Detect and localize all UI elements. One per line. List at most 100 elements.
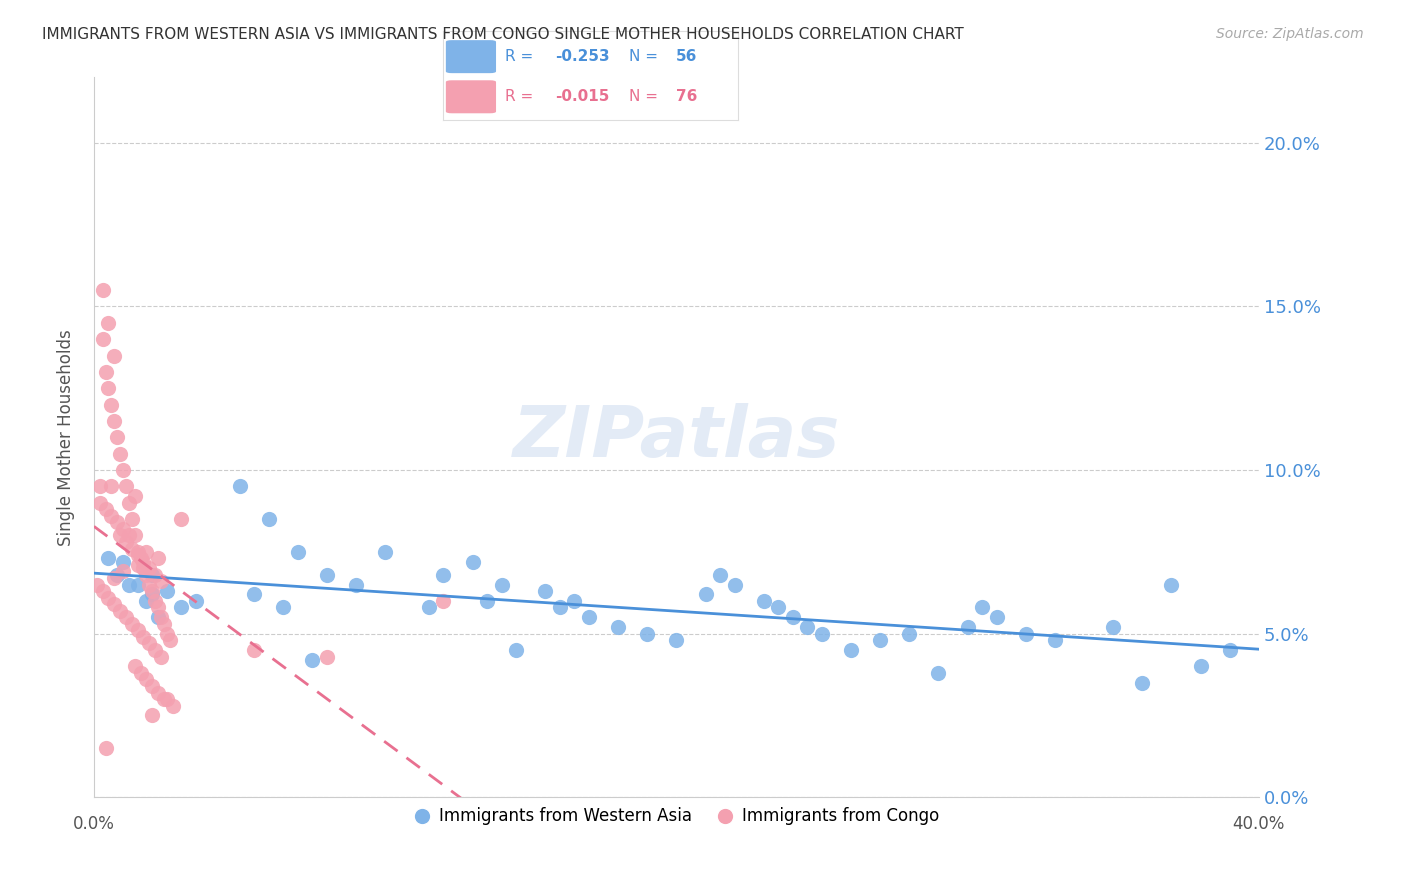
Point bbox=[118, 577, 141, 591]
Point bbox=[418, 600, 440, 615]
Point bbox=[1043, 633, 1066, 648]
Point bbox=[1160, 577, 1182, 591]
Text: N =: N = bbox=[628, 49, 662, 64]
Point bbox=[121, 616, 143, 631]
Point bbox=[103, 349, 125, 363]
Point bbox=[89, 479, 111, 493]
Point bbox=[156, 692, 179, 706]
Point bbox=[149, 574, 172, 589]
Point bbox=[127, 624, 149, 638]
Point bbox=[796, 620, 818, 634]
Point bbox=[1189, 659, 1212, 673]
Text: Source: ZipAtlas.com: Source: ZipAtlas.com bbox=[1216, 27, 1364, 41]
Point bbox=[89, 496, 111, 510]
Legend: Immigrants from Western Asia, Immigrants from Congo: Immigrants from Western Asia, Immigrants… bbox=[408, 801, 946, 832]
Point bbox=[898, 626, 921, 640]
Point bbox=[956, 620, 979, 634]
Point bbox=[1015, 626, 1038, 640]
Point bbox=[505, 643, 527, 657]
Point bbox=[149, 649, 172, 664]
Point bbox=[103, 414, 125, 428]
Point bbox=[143, 594, 166, 608]
Point bbox=[91, 584, 114, 599]
Point bbox=[94, 741, 117, 756]
Point bbox=[115, 535, 138, 549]
Point bbox=[121, 541, 143, 556]
Text: 40.0%: 40.0% bbox=[1233, 815, 1285, 833]
Point bbox=[432, 567, 454, 582]
Point bbox=[124, 528, 146, 542]
Y-axis label: Single Mother Households: Single Mother Households bbox=[58, 329, 75, 546]
Point bbox=[127, 558, 149, 572]
Point bbox=[578, 610, 600, 624]
Point bbox=[170, 600, 193, 615]
Point bbox=[86, 577, 108, 591]
Point bbox=[149, 610, 172, 624]
Point bbox=[138, 577, 160, 591]
Point bbox=[94, 502, 117, 516]
Point bbox=[475, 594, 498, 608]
Point bbox=[124, 659, 146, 673]
FancyBboxPatch shape bbox=[446, 40, 496, 73]
Point bbox=[228, 479, 250, 493]
Point bbox=[344, 577, 367, 591]
Point bbox=[927, 665, 949, 680]
Point bbox=[141, 679, 163, 693]
Point bbox=[287, 545, 309, 559]
Point bbox=[141, 584, 163, 599]
Point bbox=[138, 636, 160, 650]
Point bbox=[127, 548, 149, 562]
Point bbox=[112, 463, 135, 477]
Text: -0.015: -0.015 bbox=[555, 89, 609, 104]
Point bbox=[103, 571, 125, 585]
Point bbox=[257, 512, 280, 526]
Point bbox=[115, 610, 138, 624]
Point bbox=[124, 489, 146, 503]
Point bbox=[127, 545, 149, 559]
Point bbox=[316, 649, 339, 664]
Point bbox=[986, 610, 1008, 624]
Point bbox=[141, 708, 163, 723]
Point bbox=[129, 665, 152, 680]
FancyBboxPatch shape bbox=[446, 80, 496, 113]
Text: ZIPatlas: ZIPatlas bbox=[513, 403, 839, 472]
Point bbox=[143, 567, 166, 582]
Point bbox=[94, 365, 117, 379]
Point bbox=[135, 545, 157, 559]
Point bbox=[548, 600, 571, 615]
Point bbox=[100, 479, 122, 493]
Point bbox=[768, 600, 790, 615]
Point bbox=[271, 600, 294, 615]
Point bbox=[132, 561, 155, 575]
Point bbox=[103, 597, 125, 611]
Point bbox=[316, 567, 339, 582]
Point bbox=[607, 620, 630, 634]
Point bbox=[972, 600, 994, 615]
Point bbox=[105, 567, 128, 582]
Text: R =: R = bbox=[505, 49, 538, 64]
Point bbox=[97, 591, 120, 605]
Point bbox=[243, 643, 266, 657]
Point bbox=[127, 577, 149, 591]
Point bbox=[121, 512, 143, 526]
Point bbox=[156, 626, 179, 640]
Point bbox=[108, 528, 131, 542]
Point bbox=[108, 604, 131, 618]
Point bbox=[100, 398, 122, 412]
Point bbox=[146, 551, 169, 566]
Point bbox=[432, 594, 454, 608]
Point bbox=[118, 528, 141, 542]
Point bbox=[752, 594, 775, 608]
Text: 0.0%: 0.0% bbox=[73, 815, 115, 833]
Point bbox=[156, 584, 179, 599]
Point bbox=[91, 332, 114, 346]
Text: 56: 56 bbox=[676, 49, 697, 64]
Point bbox=[695, 587, 717, 601]
Point bbox=[129, 551, 152, 566]
Point bbox=[1219, 643, 1241, 657]
Point bbox=[132, 630, 155, 644]
Point bbox=[112, 522, 135, 536]
Point bbox=[782, 610, 804, 624]
Point bbox=[153, 616, 176, 631]
Point bbox=[105, 430, 128, 444]
